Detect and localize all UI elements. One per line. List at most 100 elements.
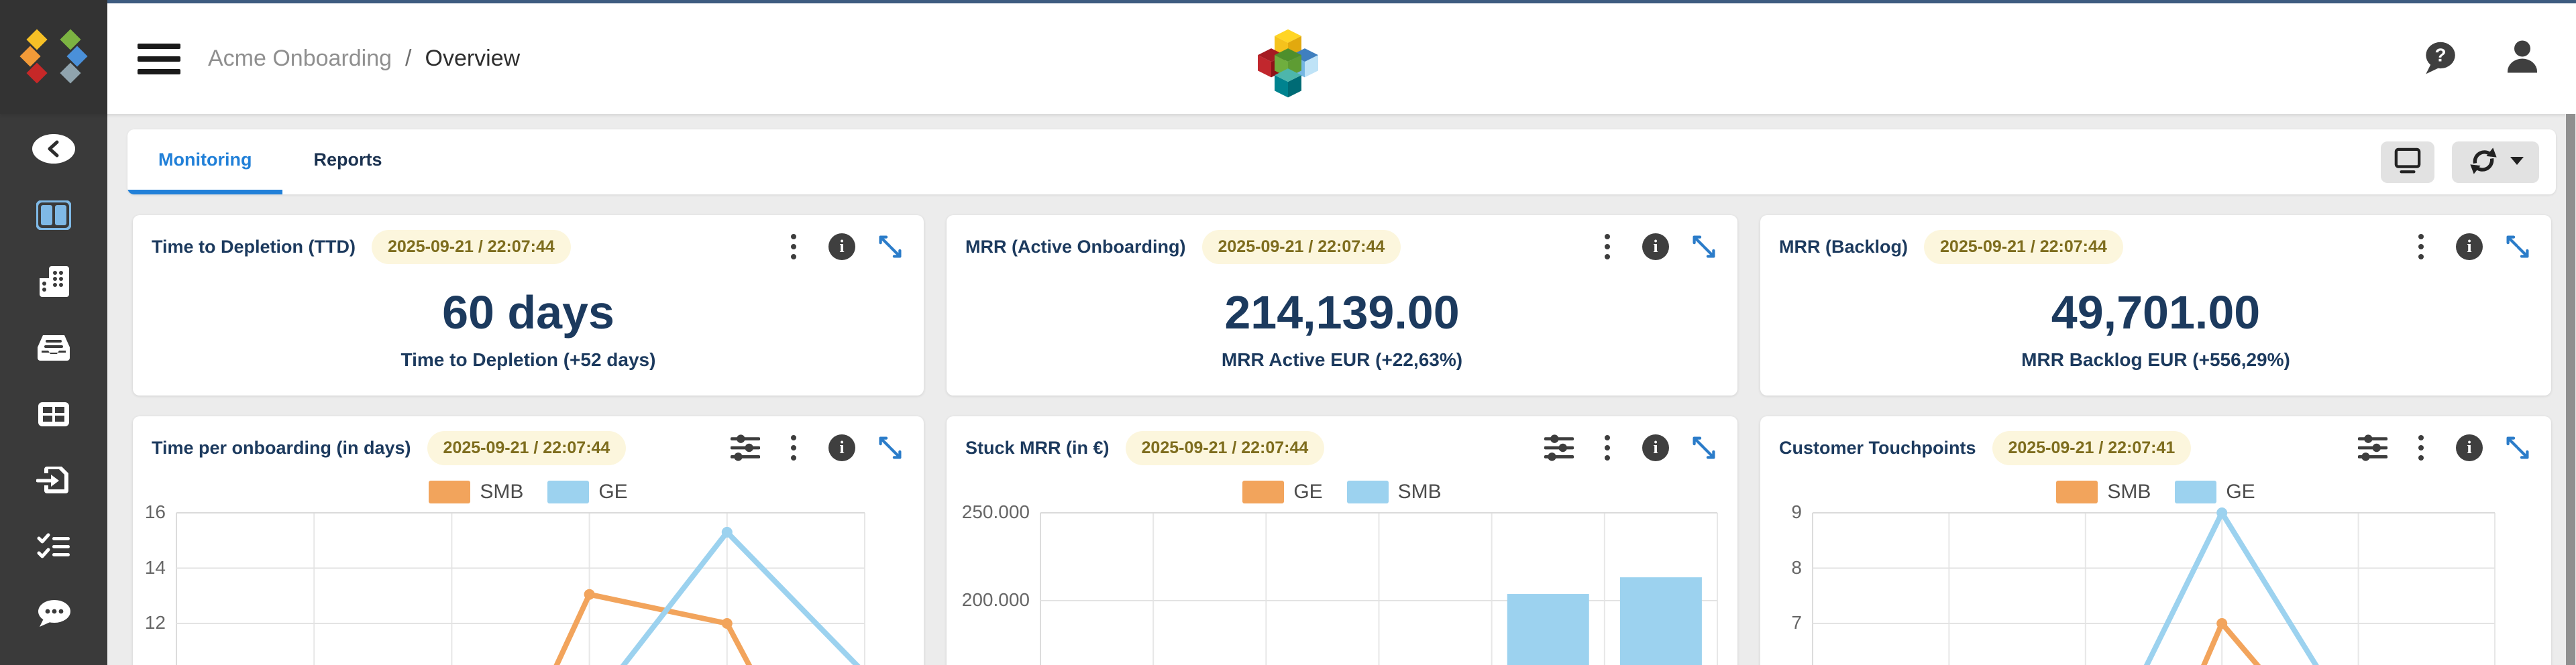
inbox-icon [36, 334, 71, 365]
breadcrumb-page: Overview [425, 46, 521, 71]
main-content: Monitoring Reports [107, 114, 2576, 665]
info-icon[interactable]: i [827, 232, 857, 261]
y-axis-tick-label: 16 [144, 501, 166, 522]
user-icon[interactable] [2504, 38, 2541, 80]
expand-icon[interactable] [2503, 433, 2532, 463]
expand-icon[interactable] [875, 232, 905, 261]
legend-label: SMB [1397, 481, 1442, 503]
chart-row: Time per onboarding (in days) 2025-09-21… [133, 416, 2551, 665]
timestamp-badge: 2025-09-21 / 22:07:41 [1992, 430, 2192, 465]
info-icon[interactable]: i [827, 433, 857, 463]
kpi-value: 214,139.00 [1224, 286, 1460, 339]
display-icon [2392, 145, 2424, 178]
chart-card-stuck-mrr: Stuck MRR (in €) 2025-09-21 / 22:07:44 [947, 416, 1737, 665]
svg-text:?: ? [2434, 44, 2446, 65]
app-logo-emblem-icon [17, 18, 91, 97]
line-chart-svg [176, 512, 865, 665]
help-bubble-icon[interactable]: ? [2420, 38, 2459, 80]
tab-bar: Monitoring Reports [127, 129, 2556, 194]
tab-monitoring[interactable]: Monitoring [127, 129, 283, 194]
sidebar-item-feedback[interactable] [30, 591, 78, 639]
kpi-value: 60 days [442, 286, 614, 339]
scrollbar-thumb[interactable] [2566, 114, 2575, 665]
sidebar [0, 114, 107, 665]
page-scrollbar [2565, 114, 2576, 665]
display-mode-button[interactable] [2381, 141, 2434, 183]
collapse-chevron-left-icon [32, 133, 76, 168]
legend-item[interactable]: SMB [2056, 481, 2151, 503]
filter-sliders-icon[interactable] [2358, 433, 2387, 463]
filter-sliders-icon[interactable] [1544, 433, 1574, 463]
top-accent-bar [0, 0, 2576, 3]
table-icon [37, 401, 70, 431]
info-icon[interactable]: i [1641, 232, 1670, 261]
kebab-menu-icon[interactable] [2406, 232, 2436, 261]
legend-swatch [1346, 481, 1389, 503]
sidebar-item-tasks[interactable] [30, 524, 78, 572]
expand-icon[interactable] [875, 433, 905, 463]
refresh-icon [2467, 144, 2500, 180]
app-logo[interactable] [0, 0, 107, 114]
expand-icon[interactable] [2503, 232, 2532, 261]
sidebar-item-import[interactable] [30, 458, 78, 506]
building-icon [37, 265, 70, 300]
sidebar-item-inbox[interactable] [30, 325, 78, 373]
kpi-row: Time to Depletion (TTD) 2025-09-21 / 22:… [133, 215, 2551, 396]
expand-icon[interactable] [1689, 433, 1719, 463]
menu-icon[interactable] [138, 43, 180, 74]
chart-legend: SMB GE [133, 481, 924, 503]
info-icon[interactable]: i [1641, 433, 1670, 463]
legend-item[interactable]: SMB [429, 481, 523, 503]
kebab-menu-icon[interactable] [779, 232, 808, 261]
sidebar-item-organization[interactable] [30, 259, 78, 307]
kpi-subtitle: Time to Depletion (+52 days) [400, 349, 656, 370]
kpi-subtitle: MRR Backlog EUR (+556,29%) [2021, 349, 2290, 370]
legend-swatch [1242, 481, 1285, 503]
sidebar-item-tables[interactable] [30, 391, 78, 440]
kpi-card-mrr-active: MRR (Active Onboarding) 2025-09-21 / 22:… [947, 215, 1737, 396]
kpi-card-ttd: Time to Depletion (TTD) 2025-09-21 / 22:… [133, 215, 924, 396]
kebab-menu-icon[interactable] [779, 433, 808, 463]
refresh-button[interactable] [2452, 141, 2539, 183]
breadcrumb-separator: / [405, 46, 412, 71]
import-page-icon [36, 465, 71, 499]
legend-item[interactable]: GE [1242, 481, 1323, 503]
card-title: Customer Touchpoints [1779, 437, 1976, 458]
y-axis-tick-label: 14 [144, 556, 166, 578]
checklist-icon [36, 533, 71, 564]
legend-item[interactable]: GE [547, 481, 628, 503]
info-icon[interactable]: i [2455, 232, 2484, 261]
legend-label: GE [1293, 481, 1323, 503]
legend-label: SMB [480, 481, 524, 503]
timestamp-badge: 2025-09-21 / 22:07:44 [372, 229, 571, 264]
legend-swatch [429, 481, 471, 503]
legend-item[interactable]: SMB [1346, 481, 1442, 503]
breadcrumb-project[interactable]: Acme Onboarding [208, 46, 392, 71]
kebab-menu-icon[interactable] [1593, 433, 1622, 463]
card-title: MRR (Backlog) [1779, 236, 1909, 257]
kebab-menu-icon[interactable] [2406, 433, 2436, 463]
legend-item[interactable]: GE [2175, 481, 2255, 503]
timestamp-badge: 2025-09-21 / 22:07:44 [1924, 229, 2123, 264]
card-title: MRR (Active Onboarding) [965, 236, 1186, 257]
header: Acme Onboarding / Overview [0, 0, 2576, 114]
sidebar-item-dashboards[interactable] [30, 192, 78, 241]
expand-icon[interactable] [1689, 232, 1719, 261]
filter-sliders-icon[interactable] [731, 433, 760, 463]
legend-label: GE [598, 481, 628, 503]
legend-swatch [2056, 481, 2098, 503]
legend-label: GE [2226, 481, 2255, 503]
sidebar-item-collapse[interactable] [30, 126, 78, 174]
brand-cubes-icon [1254, 17, 1322, 104]
kpi-subtitle: MRR Active EUR (+22,63%) [1221, 349, 1463, 370]
card-title: Time per onboarding (in days) [152, 437, 411, 458]
y-axis-tick-label: 9 [1791, 501, 1802, 522]
chart-legend: SMB GE [1760, 481, 2551, 503]
info-icon[interactable]: i [2455, 433, 2484, 463]
card-title: Stuck MRR (in €) [965, 437, 1110, 458]
kebab-menu-icon[interactable] [1593, 232, 1622, 261]
tab-reports[interactable]: Reports [313, 149, 382, 170]
y-axis-tick-label: 8 [1791, 556, 1802, 578]
caret-down-icon [2510, 156, 2524, 168]
